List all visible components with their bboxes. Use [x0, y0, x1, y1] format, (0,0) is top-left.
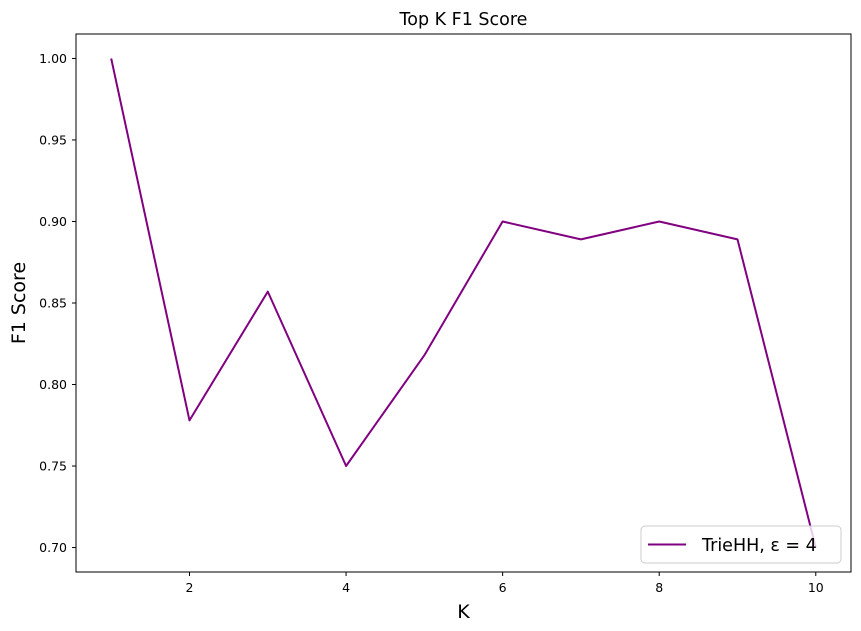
y-tick-label: 1.00 — [39, 51, 67, 66]
y-tick-label: 0.85 — [39, 296, 67, 311]
y-tick-label: 0.70 — [39, 540, 67, 555]
y-axis-ticks: 0.70 0.75 0.80 0.85 0.90 0.95 1.00 — [39, 51, 76, 555]
legend-label: TrieHH, ε = 4 — [701, 536, 817, 556]
legend-box — [640, 525, 842, 564]
x-tick-label: 2 — [186, 580, 194, 595]
series-line — [110, 58, 817, 548]
x-tick-label: 8 — [655, 580, 663, 595]
series-layer — [110, 58, 817, 548]
y-tick-label: 0.75 — [39, 459, 67, 474]
y-axis-title: F1 Score — [8, 262, 30, 344]
x-tick-label: 6 — [499, 580, 507, 595]
y-tick-label: 0.80 — [39, 377, 67, 392]
x-axis-title: K — [457, 601, 470, 623]
x-axis-ticks: 2 4 6 8 10 — [186, 572, 824, 595]
y-tick-label: 0.90 — [39, 214, 67, 229]
x-tick-label: 4 — [342, 580, 350, 595]
plot-background — [76, 34, 851, 572]
x-tick-label: 10 — [808, 580, 824, 595]
chart-title: Top K F1 Score — [399, 10, 528, 30]
y-tick-label: 0.95 — [39, 132, 67, 147]
legend: TrieHH, ε = 4 — [640, 525, 842, 564]
plot-frame — [75, 33, 852, 573]
